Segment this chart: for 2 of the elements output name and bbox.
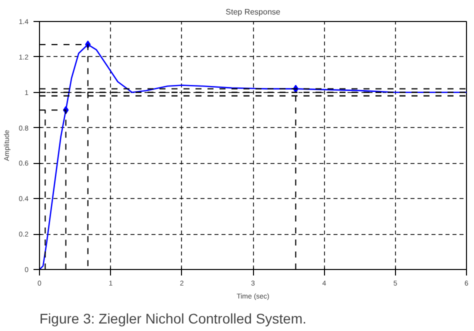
chart-title: Step Response bbox=[226, 8, 281, 16]
caption: Figure 3: Ziegler Nichol Controlled System. bbox=[40, 310, 306, 326]
